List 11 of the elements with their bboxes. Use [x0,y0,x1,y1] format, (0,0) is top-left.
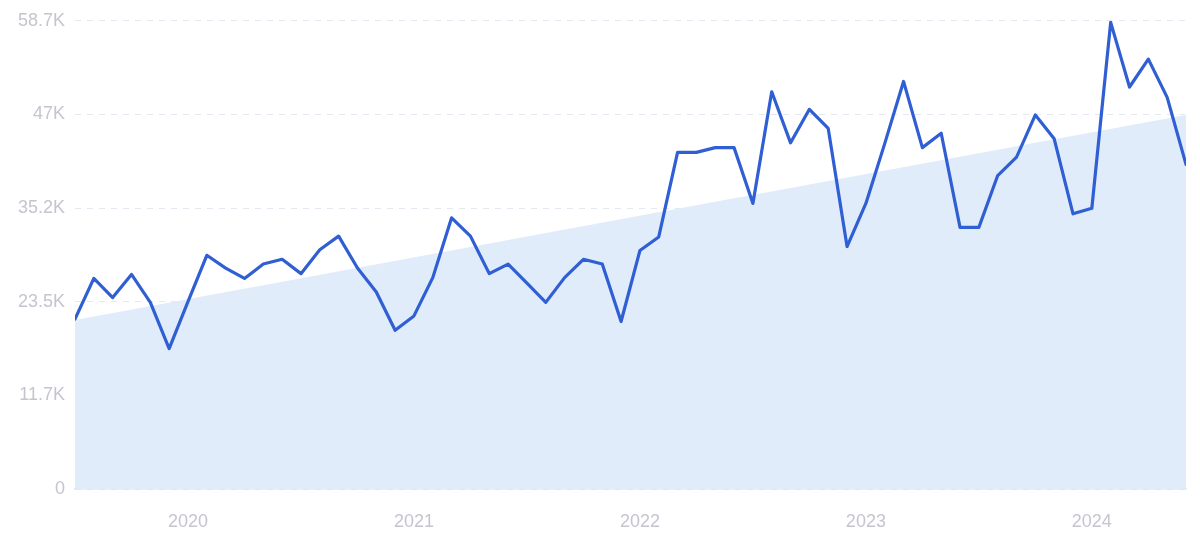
y-tick-label: 58.7K [17,9,65,30]
x-tick-label: 2022 [619,510,660,531]
y-tick-label: 35.2K [17,197,65,218]
x-tick-label: 2021 [393,510,434,531]
x-tick-label: 2024 [1071,510,1112,531]
y-tick-label: 11.7K [19,384,65,405]
y-tick-label: 47K [32,103,65,124]
x-tick-label: 2023 [845,510,886,531]
x-tick-label: 2020 [167,510,209,531]
y-tick-label: 0 [54,477,65,498]
y-tick-label: 23.5K [17,290,65,311]
